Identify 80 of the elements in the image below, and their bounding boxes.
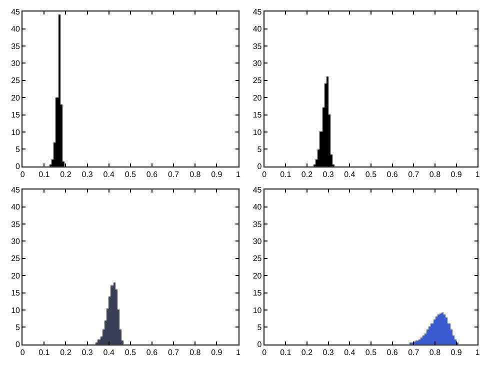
x-tick-label: 0.3 (82, 348, 94, 358)
y-tick-label: 25 (11, 254, 21, 264)
x-tick-label: 1 (236, 170, 242, 180)
x-tick-label: 0.4 (344, 348, 356, 358)
y-tick-label: 45 (252, 7, 262, 16)
y-tick-label: 30 (252, 236, 262, 246)
y-tick-label: 0 (257, 340, 262, 350)
y-tick-label: 20 (252, 271, 262, 280)
x-tick-label: 0.6 (386, 348, 398, 358)
y-tick-label: 10 (11, 306, 21, 315)
x-tick-label: 0.3 (82, 170, 94, 180)
x-tick-label: 0.3 (322, 170, 334, 180)
x-tick-label: 0.2 (60, 348, 72, 358)
y-tick-label: 15 (11, 110, 21, 120)
x-tick-label: 0.8 (190, 348, 202, 358)
x-tick-label: 0.9 (211, 348, 223, 358)
y-tick-label: 25 (252, 76, 262, 86)
y-tick-label: 10 (252, 128, 262, 137)
x-tick-label: 0.9 (211, 170, 223, 180)
x-tick-label: 0.7 (168, 348, 180, 358)
x-tick-label: 0.3 (322, 348, 334, 358)
x-tick-label: 1 (236, 348, 242, 358)
x-tick-label: 0.8 (429, 348, 442, 358)
x-tick-label: 0.4 (103, 348, 115, 358)
x-tick-label: 0.2 (301, 170, 314, 180)
y-tick-label: 5 (16, 323, 21, 332)
x-tick-label: 0.9 (450, 170, 462, 180)
x-tick-label: 0.4 (103, 170, 115, 180)
x-tick-label: 0.5 (124, 348, 137, 358)
x-tick-label: 0.5 (365, 170, 378, 180)
x-tick-label: 1 (475, 170, 480, 180)
y-tick-label: 35 (11, 42, 21, 51)
y-tick-label: 45 (252, 185, 262, 194)
y-tick-label: 20 (11, 93, 21, 102)
y-tick-label: 40 (11, 24, 21, 34)
y-tick-label: 20 (252, 93, 262, 102)
x-tick-label: 0.5 (365, 348, 378, 358)
x-tick-label: 0.8 (190, 170, 202, 180)
x-tick-label: 0.7 (408, 170, 420, 180)
y-tick-label: 35 (252, 42, 262, 51)
x-tick-label: 0.7 (408, 348, 420, 358)
x-tick-label: 0.5 (124, 170, 137, 180)
y-tick-label: 5 (16, 145, 21, 154)
y-tick-label: 40 (11, 202, 21, 212)
y-tick-label: 10 (252, 306, 262, 315)
y-tick-label: 40 (252, 202, 262, 212)
x-tick-label: 0.2 (301, 348, 314, 358)
y-tick-label: 15 (252, 288, 262, 298)
y-tick-label: 45 (11, 185, 21, 194)
y-tick-label: 30 (252, 58, 262, 68)
x-tick-label: 0.6 (146, 170, 158, 180)
y-tick-label: 40 (252, 24, 262, 34)
x-tick-label: 0.4 (344, 170, 356, 180)
y-tick-label: 0 (16, 340, 21, 350)
y-tick-label: 15 (11, 288, 21, 298)
y-tick-label: 20 (11, 271, 21, 280)
x-tick-label: 0.1 (280, 348, 292, 358)
y-tick-label: 0 (16, 162, 21, 172)
x-tick-label: 0.1 (38, 348, 50, 358)
y-tick-label: 15 (252, 110, 262, 120)
x-tick-label: 0.1 (280, 170, 292, 180)
x-tick-label: 0.6 (146, 348, 158, 358)
y-tick-label: 0 (257, 162, 262, 172)
y-tick-label: 30 (11, 58, 21, 68)
x-tick-label: 0.2 (60, 170, 72, 180)
x-tick-label: 0.8 (429, 170, 442, 180)
y-tick-label: 45 (11, 7, 21, 16)
y-tick-label: 35 (11, 220, 21, 229)
x-tick-label: 0.9 (450, 348, 462, 358)
y-tick-label: 25 (252, 254, 262, 264)
y-tick-label: 25 (11, 76, 21, 86)
x-tick-label: 1 (475, 348, 480, 358)
x-tick-label: 0.7 (168, 170, 180, 180)
y-tick-label: 35 (252, 220, 262, 229)
y-tick-label: 5 (257, 145, 262, 154)
y-tick-label: 5 (257, 323, 262, 332)
y-tick-label: 30 (11, 236, 21, 246)
x-tick-label: 0.6 (386, 170, 398, 180)
x-tick-label: 0.1 (38, 170, 50, 180)
y-tick-label: 10 (11, 128, 21, 137)
